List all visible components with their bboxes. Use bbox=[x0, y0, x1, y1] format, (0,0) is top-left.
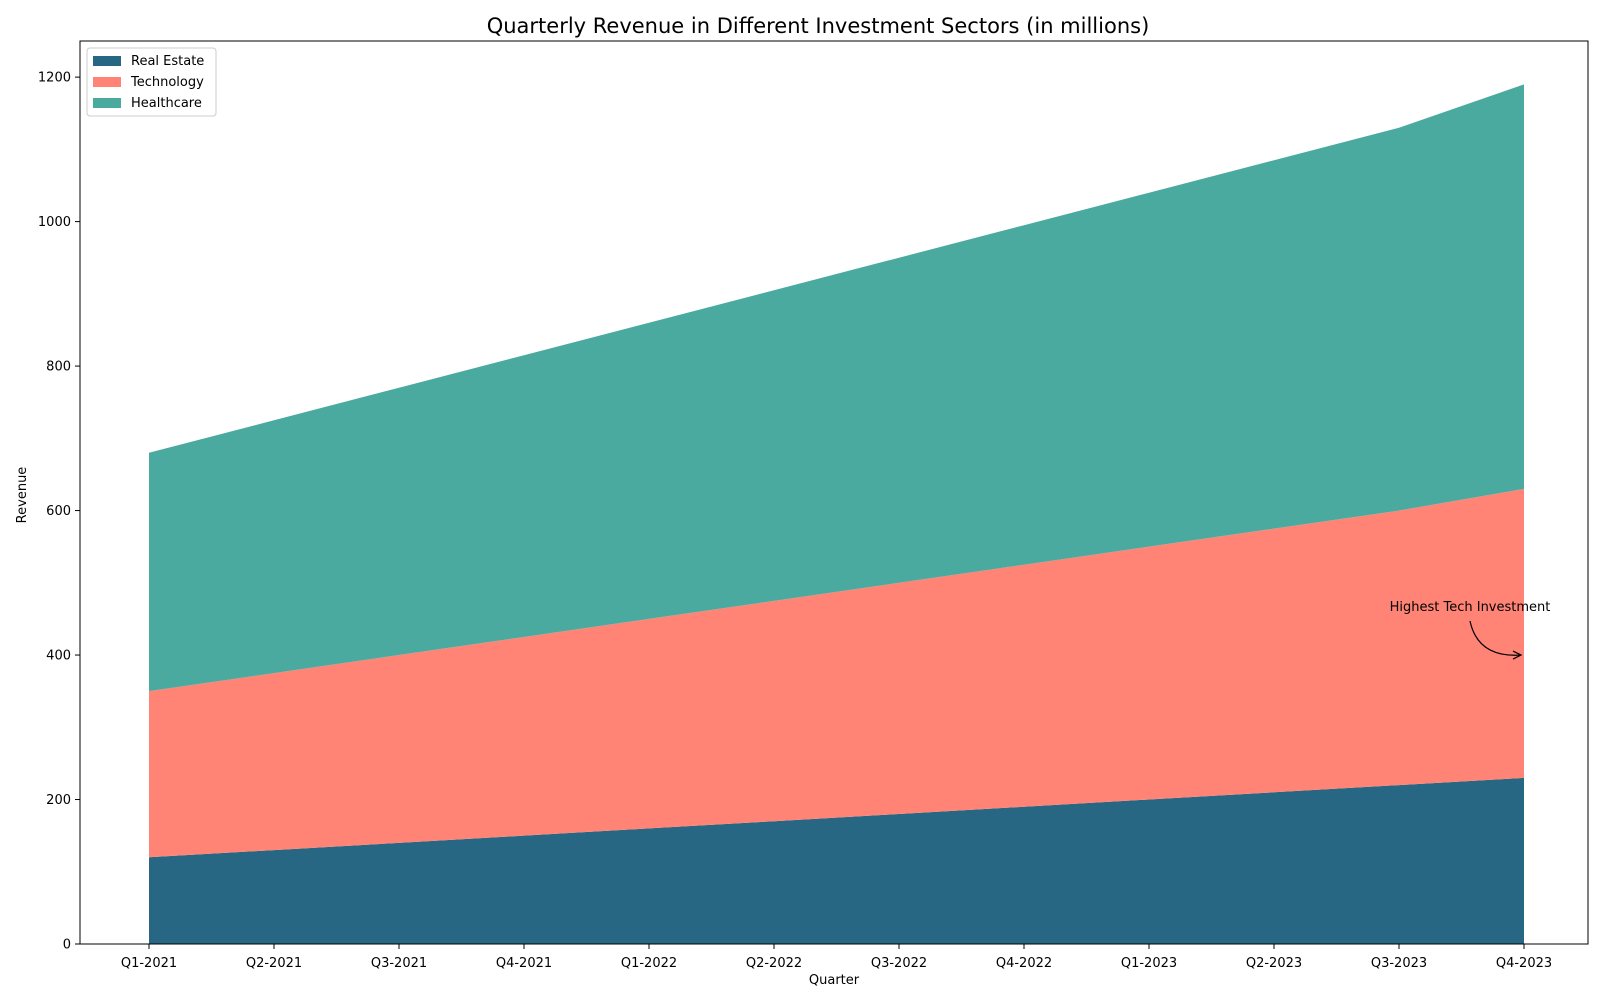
x-tick-label: Q2-2022 bbox=[746, 956, 802, 971]
x-axis-label: Quarter bbox=[809, 973, 860, 988]
legend-swatch bbox=[93, 98, 121, 108]
annotation-arrowhead bbox=[1512, 650, 1523, 660]
x-tick-label: Q1-2022 bbox=[621, 956, 677, 971]
chart-title: Quarterly Revenue in Different Investmen… bbox=[487, 14, 1150, 38]
y-tick-label: 1200 bbox=[38, 71, 71, 86]
y-tick-label: 1000 bbox=[38, 215, 71, 230]
x-tick-label: Q2-2023 bbox=[1246, 956, 1302, 971]
legend-label: Technology bbox=[130, 75, 204, 90]
x-tick-label: Q4-2022 bbox=[996, 956, 1052, 971]
y-tick-label: 400 bbox=[46, 649, 71, 664]
y-axis-ticks: 0 200 400 600 800 1000 1200 bbox=[38, 71, 80, 953]
y-axis-label: Revenue bbox=[15, 467, 30, 524]
legend-swatch bbox=[93, 56, 121, 66]
annotation-text: Highest Tech Investment bbox=[1390, 600, 1551, 615]
y-tick-label: 200 bbox=[46, 793, 71, 808]
area-technology bbox=[149, 488, 1524, 858]
x-tick-label: Q3-2023 bbox=[1371, 956, 1427, 971]
annotation: Highest Tech Investment bbox=[1390, 600, 1551, 660]
x-tick-label: Q1-2021 bbox=[121, 956, 177, 971]
x-tick-label: Q3-2022 bbox=[871, 956, 927, 971]
legend-label: Real Estate bbox=[131, 54, 204, 69]
x-tick-label: Q2-2021 bbox=[246, 956, 302, 971]
legend-label: Healthcare bbox=[131, 96, 202, 111]
area-real-estate bbox=[149, 777, 1524, 944]
plot-frame bbox=[79, 40, 1589, 945]
y-tick-label: 800 bbox=[46, 360, 71, 375]
area-layers bbox=[149, 84, 1524, 944]
legend: Real Estate Technology Healthcare bbox=[86, 47, 217, 117]
x-tick-label: Q1-2023 bbox=[1121, 956, 1177, 971]
y-tick-label: 0 bbox=[63, 938, 71, 953]
area-healthcare bbox=[149, 84, 1524, 692]
y-tick-label: 600 bbox=[46, 504, 71, 519]
x-tick-label: Q4-2023 bbox=[1496, 956, 1552, 971]
x-tick-label: Q3-2021 bbox=[371, 956, 427, 971]
x-axis-ticks: Q1-2021 Q2-2021 Q3-2021 Q4-2021 Q1-2022 Q2-20… bbox=[121, 944, 1552, 971]
annotation-arrow bbox=[1469, 620, 1522, 656]
legend-swatch bbox=[93, 77, 121, 87]
x-tick-label: Q4-2021 bbox=[496, 956, 552, 971]
